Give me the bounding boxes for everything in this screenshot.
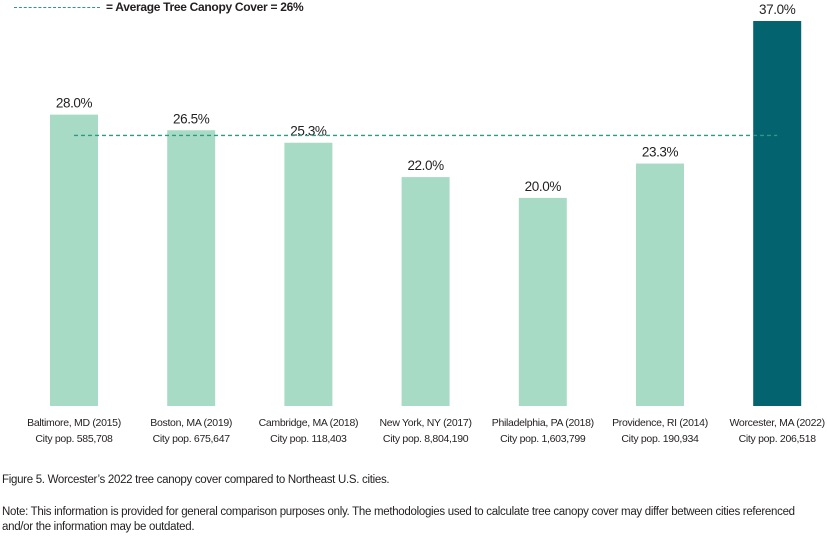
legend-label: = Average Tree Canopy Cover = 26%	[106, 0, 304, 14]
bar-chart: 28.0% Baltimore, MD (2015) City pop. 585,7…	[27, 2, 825, 445]
figure-note: Note: This information is provided for g…	[2, 506, 795, 533]
data-label: 37.0%	[759, 2, 796, 17]
bar	[518, 197, 567, 406]
category-label: New York, NY (2017)	[380, 417, 472, 429]
population-label: City pop. 206,518	[739, 433, 817, 445]
average-line-swatch	[14, 6, 100, 8]
population-label: City pop. 675,647	[153, 433, 231, 445]
population-label: City pop. 1,603,799	[500, 433, 586, 445]
category-label: Baltimore, MD (2015)	[27, 417, 121, 429]
population-label: City pop. 118,403	[270, 433, 347, 445]
data-label: 28.0%	[56, 96, 93, 111]
data-label: 22.0%	[407, 158, 444, 173]
category-label: Providence, RI (2014)	[612, 417, 708, 429]
chart-legend: = Average Tree Canopy Cover = 26%	[14, 0, 304, 14]
population-label: City pop. 190,934	[621, 433, 699, 445]
bar	[284, 142, 333, 407]
bar	[167, 130, 216, 406]
bar	[50, 114, 98, 406]
population-label: City pop. 8,804,190	[383, 433, 469, 445]
category-label: Cambridge, MA (2018)	[259, 417, 359, 429]
data-label: 25.3%	[290, 124, 327, 139]
bar	[753, 21, 802, 406]
data-label: 23.3%	[642, 145, 679, 160]
category-label: Worcester, MA (2022)	[730, 417, 825, 429]
bar	[401, 177, 450, 406]
data-label: 20.0%	[525, 179, 562, 194]
population-label: City pop. 585,708	[35, 433, 113, 445]
figure-caption: Figure 5. Worcester’s 2022 tree canopy c…	[2, 474, 390, 486]
bar	[636, 163, 684, 406]
data-label: 26.5%	[173, 111, 210, 126]
category-label: Philadelphia, PA (2018)	[492, 417, 594, 429]
category-label: Boston, MA (2019)	[150, 417, 232, 429]
